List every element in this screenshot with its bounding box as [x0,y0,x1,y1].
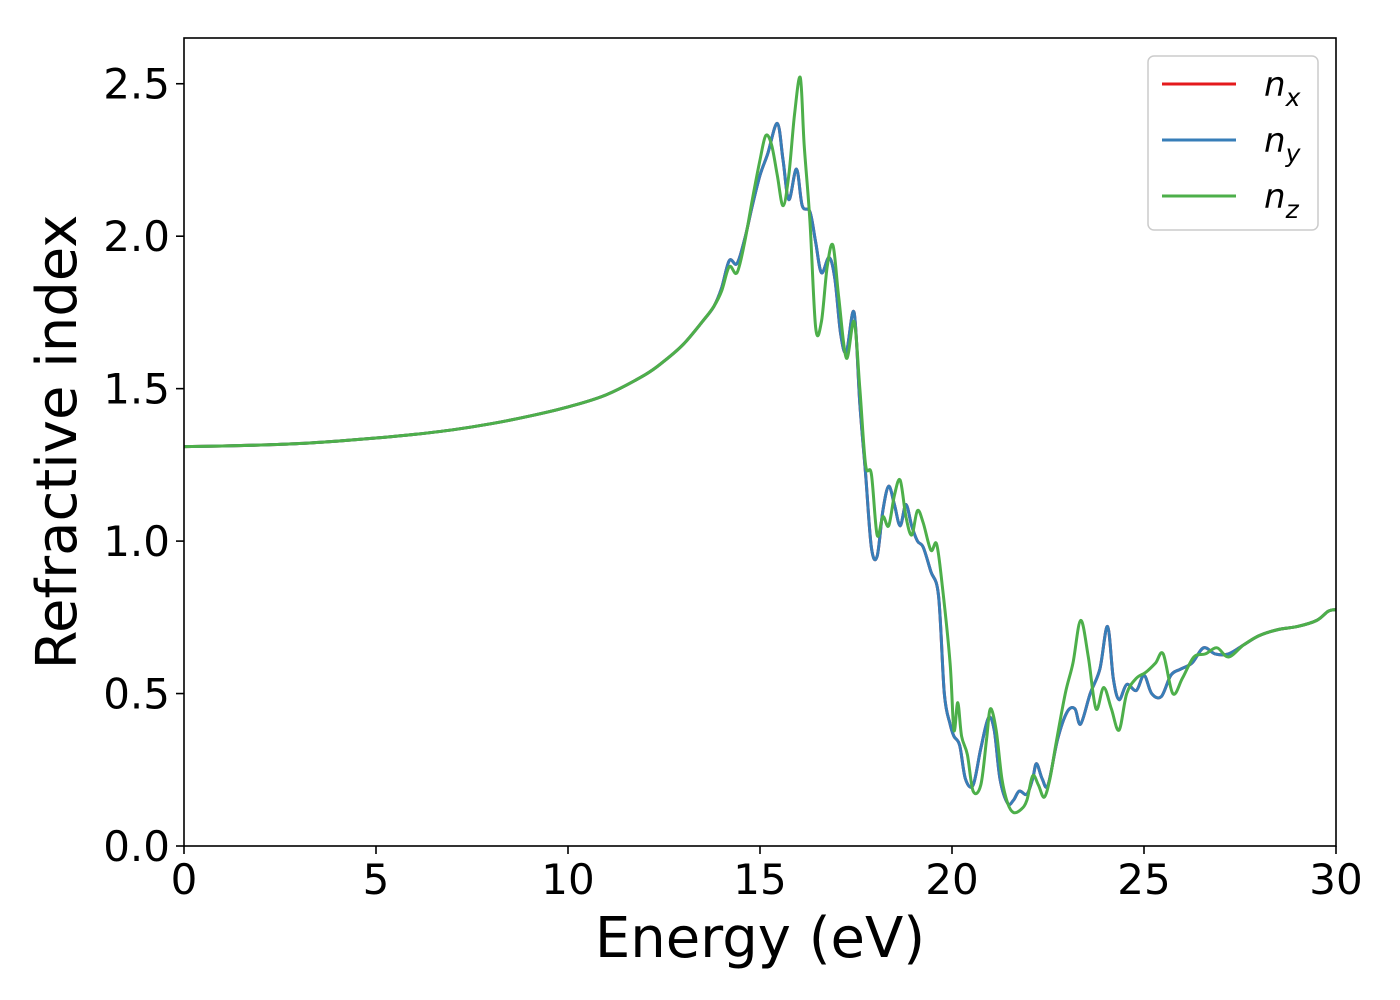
y-axis-title: Refractive index [25,215,90,670]
x-tick-label: 10 [541,855,594,904]
x-tick-label: 0 [171,855,198,904]
y-tick-label: 2.0 [103,212,170,261]
series-layer [184,75,1336,815]
y-tick-label: 1.5 [103,365,170,414]
x-tick-label: 15 [733,855,786,904]
x-tick-label: 30 [1309,855,1362,904]
x-axis: 0 5 10 15 20 25 30 [171,846,1363,904]
legend-label-symbol: n [1264,65,1286,105]
y-tick-label: 1.0 [103,517,170,566]
legend-label-symbol: n [1264,121,1286,161]
legend-label-subscript: y [1285,139,1302,168]
x-tick-label: 5 [363,855,390,904]
legend-frame [1147,55,1319,231]
legend-label-n-z: nz [1264,177,1300,224]
x-axis-title: Energy (eV) [595,906,925,971]
series-line-n-z [184,75,1336,815]
y-tick-label: 0.0 [103,822,170,871]
y-axis: 0.0 0.5 1.0 1.5 2.0 2.5 [103,60,184,871]
y-tick-label: 2.5 [103,60,170,109]
y-tick-label: 0.5 [103,670,170,719]
legend-label-subscript: z [1285,195,1300,224]
x-tick-label: 25 [1117,855,1170,904]
legend-label-symbol: n [1264,177,1286,217]
legend-label-n-y: ny [1264,121,1302,168]
legend-label-n-x: nx [1264,65,1301,112]
x-tick-label: 20 [925,855,978,904]
legend-label-subscript: x [1285,83,1301,112]
